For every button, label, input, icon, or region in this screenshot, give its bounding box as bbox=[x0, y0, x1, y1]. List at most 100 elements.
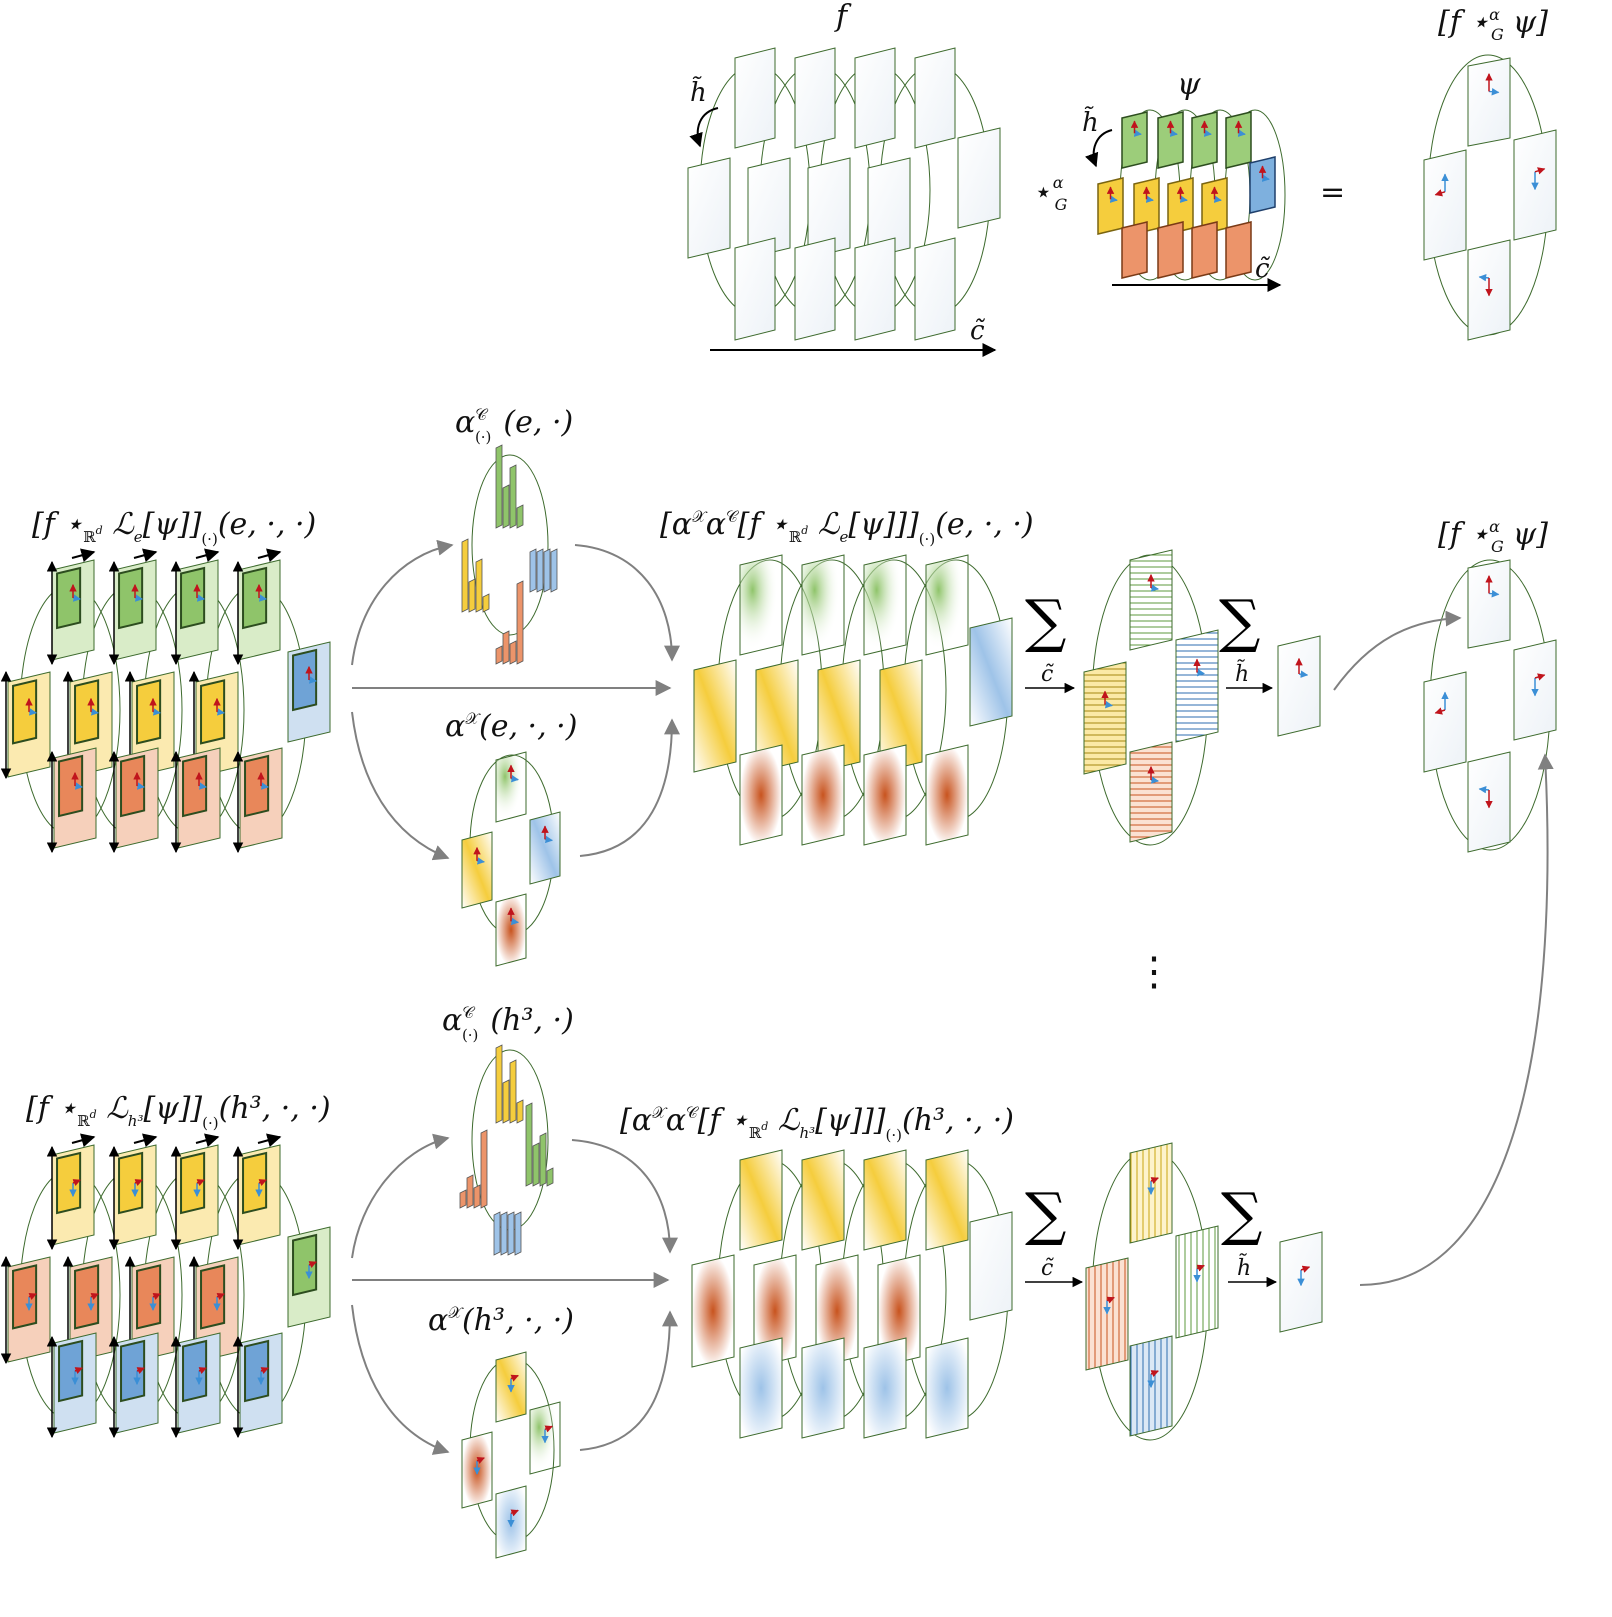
input-sheet-side bbox=[287, 1226, 331, 1328]
result-sheet-top-row1 bbox=[739, 554, 783, 656]
f-sheet-mid bbox=[687, 157, 731, 259]
psi-sheet-green bbox=[1225, 111, 1252, 169]
sheet-face bbox=[739, 744, 783, 846]
kernel-patch bbox=[180, 1151, 206, 1215]
row1-sum-c-label: c̃ bbox=[1041, 662, 1054, 687]
kernel-patch bbox=[182, 754, 208, 818]
kernel-patch bbox=[200, 679, 226, 745]
sheet-face bbox=[1277, 635, 1321, 737]
frame-blue-arrow bbox=[1213, 195, 1222, 203]
sheet-face bbox=[863, 744, 907, 846]
sheet-face bbox=[747, 157, 791, 259]
frame-red-arrow bbox=[196, 1179, 205, 1187]
sheet-face bbox=[1121, 111, 1148, 169]
arrow-to-alphaX-row2 bbox=[351, 1304, 450, 1455]
frame-red-arrow bbox=[152, 1293, 161, 1300]
input-sheet-bottom bbox=[115, 747, 159, 849]
sheet-face bbox=[801, 744, 845, 846]
psi-sheet-yellow bbox=[1133, 177, 1160, 235]
arrow-from-alphaC-row1 bbox=[574, 544, 680, 662]
alphaC-bar-green bbox=[516, 504, 524, 529]
alphaC-bar-blue bbox=[536, 548, 544, 593]
result-sheet-top-row2 bbox=[739, 1149, 783, 1251]
frame-red-arrow bbox=[198, 1367, 207, 1375]
result-sheet-bottom-row1 bbox=[739, 744, 783, 846]
input-sheet-top bbox=[237, 1144, 281, 1246]
frame-red-arrow bbox=[510, 1374, 519, 1382]
sheet-face bbox=[734, 237, 776, 341]
size-arrow bbox=[133, 548, 158, 563]
row1-sum-h-label: h̃ bbox=[1235, 662, 1250, 687]
frame-blue-arrow bbox=[1478, 273, 1490, 282]
kernel-patch bbox=[56, 1151, 82, 1215]
size-arrow bbox=[257, 548, 282, 563]
summed-sheet-orange bbox=[1085, 1257, 1129, 1371]
frame-blue-arrow bbox=[544, 835, 553, 844]
sheet-face bbox=[877, 1254, 921, 1368]
summed-sheet-yellow bbox=[1129, 1142, 1173, 1244]
frame-blue-arrow bbox=[1145, 195, 1154, 203]
sheet-face bbox=[1157, 111, 1184, 169]
result-sheet-mid-row1 bbox=[755, 659, 799, 773]
result-sheet-bottom-row1 bbox=[801, 744, 845, 846]
frame-blue-arrow bbox=[1150, 776, 1159, 784]
sheet-face bbox=[914, 237, 956, 341]
row1-alphaX-label: α𝒳(e, ·, ·) bbox=[445, 709, 578, 744]
sheet-face bbox=[739, 554, 783, 656]
sheet-face bbox=[925, 554, 969, 656]
f-sheet-mid bbox=[747, 157, 791, 259]
sheet-face bbox=[1175, 629, 1219, 743]
sheet-face bbox=[863, 554, 907, 656]
frame-blue-arrow bbox=[510, 917, 519, 926]
row1-input-label: [f ⋆ℝd ℒe[ψ]](·)(e, ·, ·) bbox=[32, 507, 317, 548]
alphaC-bar-yellow bbox=[461, 538, 469, 613]
kernel-patch bbox=[74, 679, 100, 745]
input-sheet-top bbox=[175, 1144, 219, 1246]
f-label: f bbox=[836, 0, 848, 34]
alphaC-bar-orange bbox=[509, 640, 517, 665]
input-sheet-top bbox=[51, 559, 95, 661]
frame-blue-arrow bbox=[74, 782, 83, 790]
group-conv-operator: ⋆αG bbox=[1034, 173, 1068, 214]
frame-blue-arrow bbox=[476, 857, 485, 865]
alphaX-sheet-yellow bbox=[461, 831, 493, 909]
alphaX-sheet-orange bbox=[461, 1431, 493, 1509]
input-sheet-bottom bbox=[177, 747, 221, 849]
kernel-patch bbox=[136, 679, 162, 745]
f-sheet-right bbox=[957, 127, 1001, 229]
c-tilde-label-top-f: c̃ bbox=[970, 316, 985, 346]
sheet-face bbox=[1097, 177, 1124, 235]
size-arrow bbox=[71, 1133, 96, 1148]
alphaX-sheet-blue bbox=[495, 1485, 527, 1559]
frame-red-arrow bbox=[510, 1509, 519, 1517]
sheet-face bbox=[1129, 549, 1173, 651]
summed-sheet-green bbox=[1129, 549, 1173, 651]
summed-sheet-orange bbox=[1129, 741, 1173, 843]
frame-red-arrow bbox=[258, 1179, 267, 1187]
alphaC-bar-blue bbox=[507, 1211, 515, 1256]
arrow-from-alphaX-row1 bbox=[579, 718, 680, 857]
frame-red-arrow bbox=[1196, 1264, 1205, 1272]
alphaC-bar-yellow bbox=[509, 1059, 517, 1124]
frame-red-arrow bbox=[28, 1293, 37, 1300]
alphaX-sheet-blue bbox=[529, 811, 561, 885]
alphaC-bar-yellow bbox=[495, 1044, 503, 1124]
f-sheet-bottom bbox=[854, 237, 896, 341]
alphaC-bar-orange bbox=[502, 630, 510, 665]
f-sheet-bottom bbox=[734, 237, 776, 341]
alphaC-bar-blue bbox=[500, 1211, 508, 1256]
arrow-from-alphaX-row2 bbox=[579, 1310, 678, 1451]
alphaC-orbit-row1 bbox=[471, 454, 549, 636]
result-sheet-bottom-row2 bbox=[925, 1337, 969, 1439]
alphaC-bar-orange bbox=[495, 645, 503, 665]
result-sheet-mid-row2 bbox=[877, 1254, 921, 1368]
frame-blue-arrow bbox=[152, 708, 161, 716]
final-result-label: [f ⋆αG ψ] bbox=[1438, 517, 1548, 556]
sheet-face bbox=[794, 47, 836, 149]
psi-sheet-orange bbox=[1157, 221, 1184, 279]
input-sheet-bottom bbox=[115, 1332, 159, 1434]
kernel-patch bbox=[292, 1233, 318, 1297]
kernel-patch bbox=[182, 1339, 208, 1403]
sheet-face bbox=[914, 47, 956, 149]
frame-red-arrow bbox=[1150, 1177, 1159, 1185]
